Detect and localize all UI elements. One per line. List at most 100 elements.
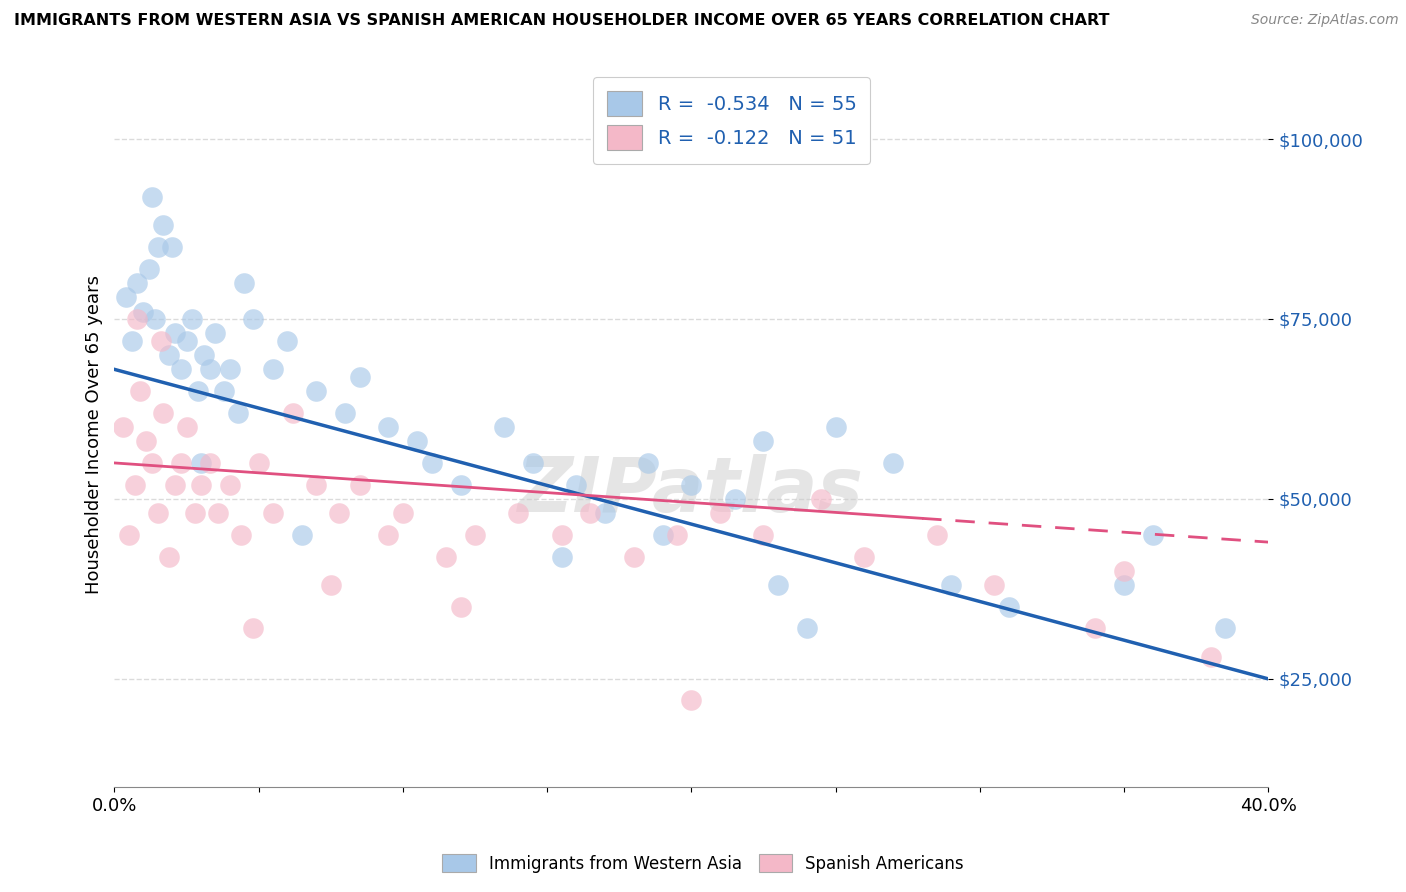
Point bbox=[565, 477, 588, 491]
Point bbox=[420, 456, 443, 470]
Point bbox=[276, 334, 298, 348]
Text: Source: ZipAtlas.com: Source: ZipAtlas.com bbox=[1251, 13, 1399, 28]
Point bbox=[637, 456, 659, 470]
Point bbox=[853, 549, 876, 564]
Point bbox=[997, 599, 1019, 614]
Point bbox=[112, 420, 135, 434]
Point bbox=[129, 384, 152, 398]
Point bbox=[152, 219, 174, 233]
Point bbox=[349, 369, 371, 384]
Point bbox=[550, 549, 572, 564]
Point bbox=[233, 276, 256, 290]
Point bbox=[406, 434, 429, 449]
Point bbox=[882, 456, 904, 470]
Point bbox=[508, 506, 530, 520]
Point bbox=[127, 276, 149, 290]
Point bbox=[157, 549, 180, 564]
Point bbox=[1213, 622, 1236, 636]
Point bbox=[228, 406, 250, 420]
Point bbox=[492, 420, 515, 434]
Point bbox=[190, 456, 212, 470]
Point bbox=[450, 477, 472, 491]
Point bbox=[434, 549, 457, 564]
Point bbox=[291, 528, 314, 542]
Point bbox=[766, 578, 789, 592]
Point bbox=[207, 506, 229, 520]
Point bbox=[124, 477, 146, 491]
Point bbox=[925, 528, 948, 542]
Y-axis label: Householder Income Over 65 years: Householder Income Over 65 years bbox=[86, 275, 103, 594]
Point bbox=[176, 420, 198, 434]
Point bbox=[464, 528, 486, 542]
Point bbox=[262, 362, 284, 376]
Point bbox=[231, 528, 253, 542]
Point bbox=[305, 384, 328, 398]
Point bbox=[242, 622, 264, 636]
Point bbox=[939, 578, 962, 592]
Point bbox=[152, 406, 174, 420]
Point bbox=[651, 528, 673, 542]
Point bbox=[1199, 650, 1222, 665]
Point bbox=[665, 528, 688, 542]
Point bbox=[141, 189, 163, 203]
Point bbox=[143, 312, 166, 326]
Point bbox=[709, 506, 731, 520]
Point bbox=[163, 477, 186, 491]
Point bbox=[218, 362, 240, 376]
Point bbox=[377, 528, 399, 542]
Point bbox=[681, 477, 703, 491]
Point bbox=[593, 506, 616, 520]
Point bbox=[149, 334, 172, 348]
Point bbox=[242, 312, 264, 326]
Point bbox=[824, 420, 846, 434]
Text: ZIPatlas: ZIPatlas bbox=[519, 453, 865, 527]
Point bbox=[181, 312, 204, 326]
Point bbox=[247, 456, 270, 470]
Point bbox=[198, 362, 221, 376]
Point bbox=[212, 384, 235, 398]
Point bbox=[1142, 528, 1164, 542]
Point bbox=[132, 305, 155, 319]
Point bbox=[752, 434, 775, 449]
Point bbox=[127, 312, 149, 326]
Point bbox=[262, 506, 284, 520]
Point bbox=[204, 326, 226, 341]
Point bbox=[157, 348, 180, 362]
Point bbox=[138, 261, 160, 276]
Point bbox=[450, 599, 472, 614]
Point bbox=[579, 506, 602, 520]
Point bbox=[170, 362, 193, 376]
Point bbox=[522, 456, 544, 470]
Point bbox=[170, 456, 193, 470]
Point bbox=[681, 693, 703, 707]
Point bbox=[190, 477, 212, 491]
Point bbox=[796, 622, 818, 636]
Point bbox=[160, 240, 183, 254]
Point bbox=[146, 240, 169, 254]
Point bbox=[118, 528, 141, 542]
Point bbox=[184, 506, 207, 520]
Point bbox=[146, 506, 169, 520]
Point bbox=[163, 326, 186, 341]
Point bbox=[752, 528, 775, 542]
Point bbox=[218, 477, 240, 491]
Point bbox=[1112, 578, 1135, 592]
Point bbox=[1084, 622, 1107, 636]
Point bbox=[187, 384, 209, 398]
Point bbox=[623, 549, 645, 564]
Point bbox=[335, 406, 357, 420]
Point bbox=[141, 456, 163, 470]
Point bbox=[193, 348, 215, 362]
Point bbox=[349, 477, 371, 491]
Point bbox=[983, 578, 1005, 592]
Point bbox=[283, 406, 305, 420]
Point bbox=[550, 528, 572, 542]
Point bbox=[328, 506, 350, 520]
Point bbox=[392, 506, 415, 520]
Point bbox=[377, 420, 399, 434]
Point bbox=[198, 456, 221, 470]
Point bbox=[723, 491, 745, 506]
Text: IMMIGRANTS FROM WESTERN ASIA VS SPANISH AMERICAN HOUSEHOLDER INCOME OVER 65 YEAR: IMMIGRANTS FROM WESTERN ASIA VS SPANISH … bbox=[14, 13, 1109, 29]
Point bbox=[810, 491, 832, 506]
Point bbox=[176, 334, 198, 348]
